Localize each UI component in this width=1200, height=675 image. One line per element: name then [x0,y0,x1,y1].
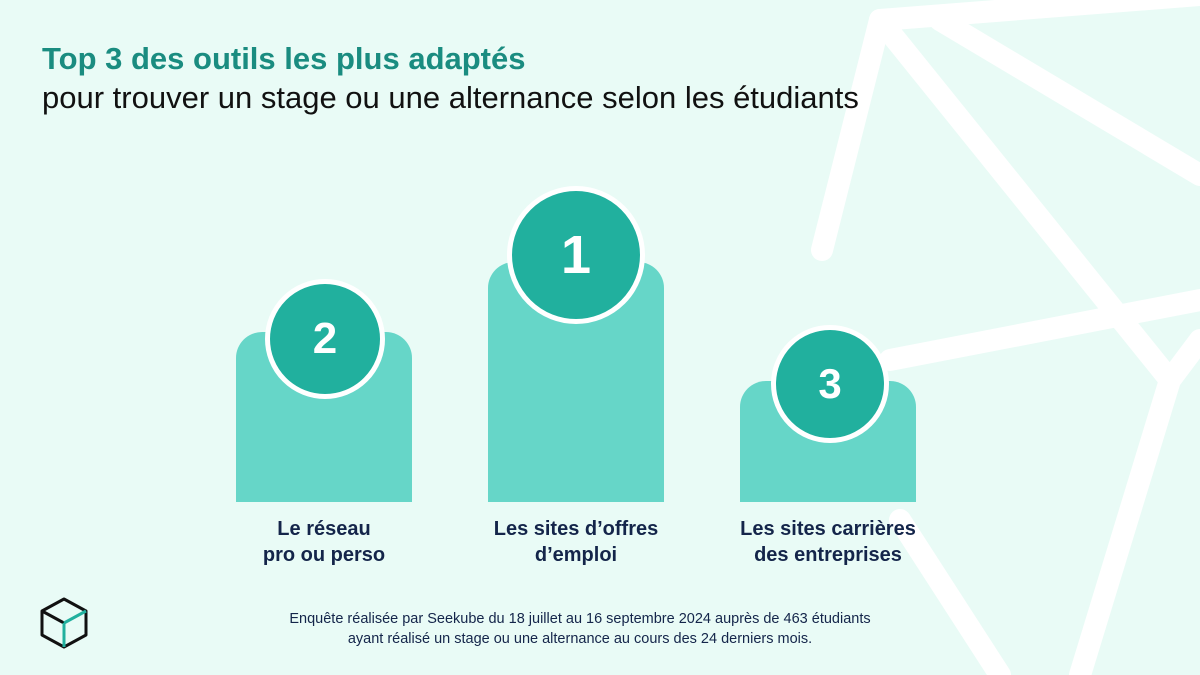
podium-label-rank-3: Les sites carrières des entreprises [708,516,948,568]
survey-footnote: Enquête réalisée par Seekube du 18 juill… [180,609,980,649]
rank-badge-2: 2 [265,279,385,399]
podium-label-line: Le réseau [277,518,371,540]
podium-label-rank-2: Le réseau pro ou perso [204,516,444,568]
podium-label-line: Les sites carrières [740,518,916,540]
cube-logo-icon [40,597,88,649]
podium-label-line: Les sites d’offres [493,518,659,540]
title-subheading: pour trouver un stage ou une alternance … [42,80,859,115]
title-heading: Top 3 des outils les plus adaptés [42,41,526,76]
podium-label-rank-1: Les sites d’offres d’emploi [456,516,696,568]
page-title: Top 3 des outils les plus adaptés pour t… [42,40,859,118]
podium-label-line: d’emploi [534,544,618,566]
rank-badge-1: 1 [507,186,645,324]
footnote-line: Enquête réalisée par Seekube du 18 juill… [289,611,871,627]
podium-label-line: pro ou perso [262,544,386,566]
podium-label-line: des entreprises [754,544,902,566]
footnote-line: ayant réalisé un stage ou une alternance… [347,631,813,647]
rank-badge-3: 3 [771,325,889,443]
